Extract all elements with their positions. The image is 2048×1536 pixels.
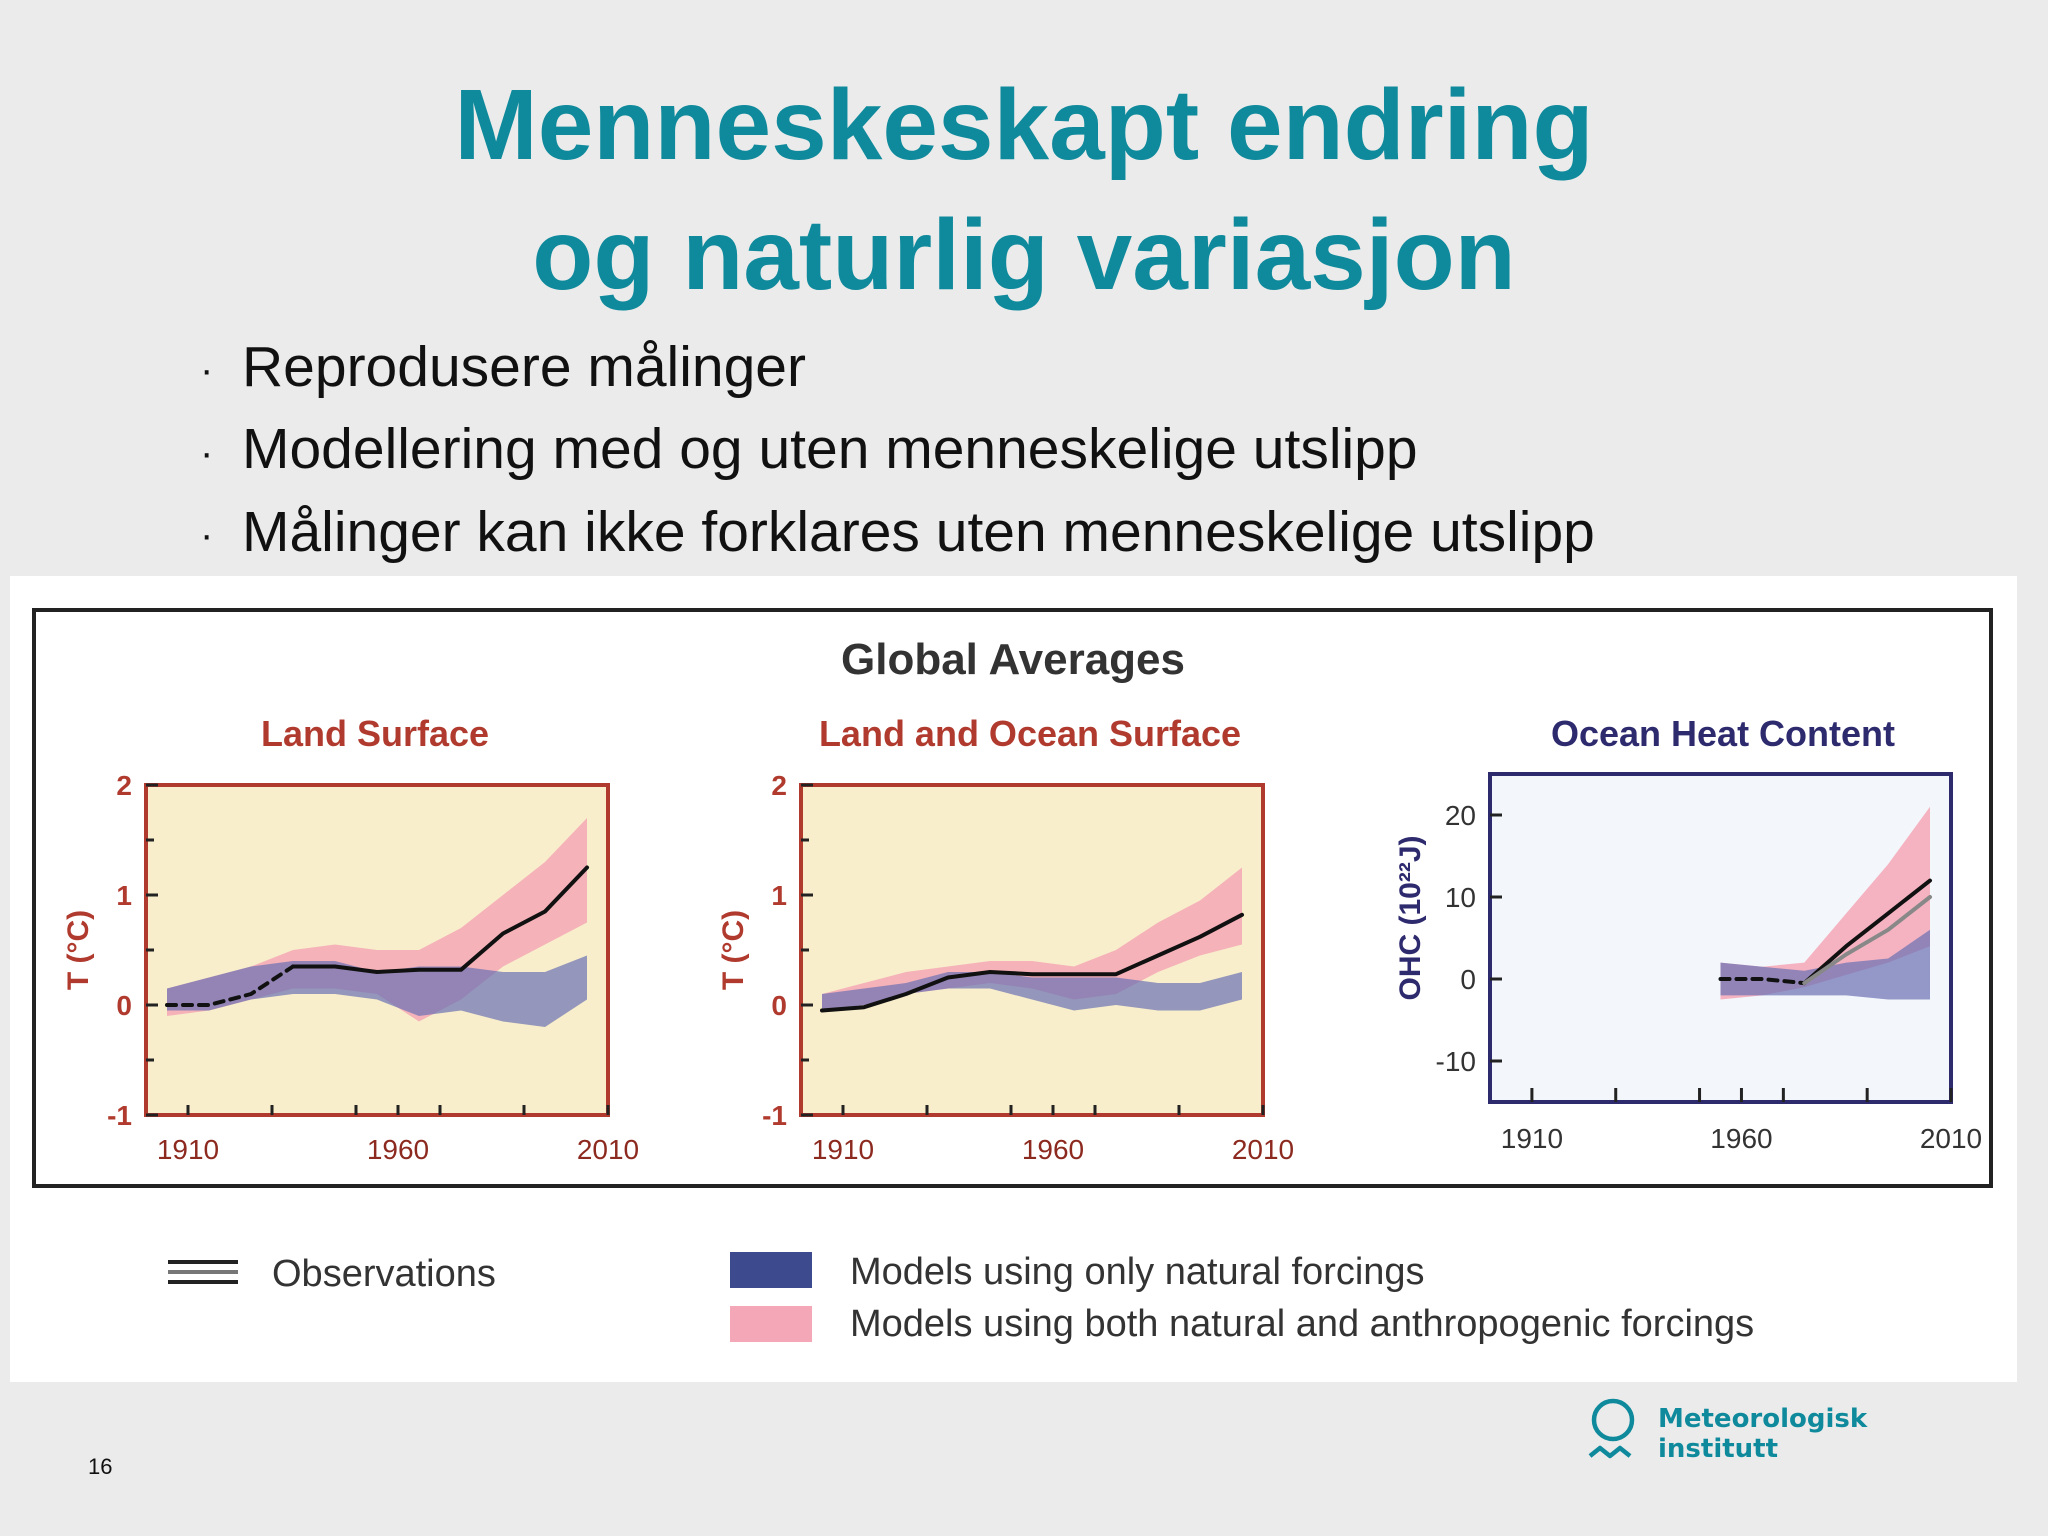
legend-label-observations: Observations: [272, 1253, 496, 1295]
panel-title: Land Surface: [261, 713, 489, 754]
observations-line: [1802, 895, 1932, 986]
panel-title: Land and Ocean Surface: [819, 713, 1241, 754]
x-tick-label: 2010: [577, 1134, 639, 1165]
y-tick-label: 20: [1445, 800, 1476, 831]
met-logo: Meteorologisk institutt: [1586, 1398, 1867, 1478]
x-tick-label: 1960: [1710, 1123, 1772, 1154]
observations-line: [820, 912, 1244, 1013]
natural-band: [1720, 929, 1930, 1000]
figure-title: Global Averages: [841, 635, 1185, 684]
observations-line: [165, 964, 295, 1007]
bullet-item: · Modellering med og uten menneskelige ut…: [200, 410, 1595, 492]
y-tick-label: 2: [771, 770, 787, 801]
figure-frame: [32, 608, 1993, 1188]
legend-label-anthropogenic: Models using both natural and anthropoge…: [850, 1303, 1754, 1345]
legend-label-natural: Models using only natural forcings: [850, 1251, 1425, 1293]
chart-panel-2: Land and Ocean Surface 1910 1960 2010 2 1 0 -1 T…: [717, 713, 1294, 1165]
panel-title: Ocean Heat Content: [1551, 713, 1895, 754]
observations-line: [1802, 878, 1932, 986]
natural-legend-swatch: [730, 1252, 812, 1288]
anthropogenic-legend-swatch: [730, 1306, 812, 1342]
y-tick-label: -1: [107, 1100, 132, 1131]
y-tick-label: 2: [116, 770, 132, 801]
natural-band: [167, 955, 587, 1027]
bullet-dot-icon: ·: [200, 430, 214, 475]
observations-line: [291, 865, 589, 974]
y-tick-label: 10: [1445, 882, 1476, 913]
slide-title-line-2: og naturlig variasjon: [532, 199, 1516, 311]
anthropogenic-band: [822, 867, 1242, 1011]
global-averages-figure: Global Averages Land Surface 1910 1960 2010 2…: [10, 576, 2017, 1382]
y-tick-label: 1: [116, 880, 132, 911]
plot-frame: [1488, 772, 1953, 1104]
y-tick-label: -10: [1436, 1046, 1476, 1077]
bullet-text: Modellering med og uten menneskelige uts…: [242, 417, 1418, 482]
page-number: 16: [88, 1454, 113, 1479]
slide-title-line-1: Menneskeskapt endring: [454, 69, 1594, 181]
bullet-item: · Reprodusere målinger: [200, 328, 1595, 410]
x-tick-label: 1910: [157, 1134, 219, 1165]
x-tick-label: 1960: [1022, 1134, 1084, 1165]
logo-line-1: Meteorologisk: [1658, 1404, 1868, 1434]
x-tick-label: 1910: [1501, 1123, 1563, 1154]
bullet-text: Målinger kan ikke forklares uten mennesk…: [242, 499, 1595, 564]
x-tick-label: 2010: [1232, 1134, 1294, 1165]
y-tick-label: 1: [771, 880, 787, 911]
slide-title: Menneskeskapt endring og naturlig varias…: [0, 60, 2048, 320]
y-axis-label: T (°C): [717, 910, 750, 990]
chart-legend: Observations Models using only natural fo…: [168, 1251, 1754, 1345]
bullet-item: · Målinger kan ikke forklares uten mennes…: [200, 493, 1595, 575]
y-tick-label: 0: [771, 990, 787, 1021]
y-axis-label: T (°C): [62, 910, 95, 990]
x-tick-label: 1910: [812, 1134, 874, 1165]
natural-band: [822, 972, 1242, 1011]
x-tick-label: 2010: [1920, 1123, 1982, 1154]
observations-line: [1718, 977, 1807, 986]
y-tick-label: -1: [762, 1100, 787, 1131]
y-tick-label: 0: [116, 990, 132, 1021]
y-tick-label: 0: [1460, 964, 1476, 995]
logo-text: Meteorologisk institutt: [1658, 1404, 1867, 1464]
bullet-list: · Reprodusere målinger · Modellering med o…: [200, 328, 1595, 575]
bullet-dot-icon: ·: [200, 348, 214, 393]
x-tick-label: 1960: [367, 1134, 429, 1165]
chart-panel-1: Land Surface 1910 1960 2010 2 1 0 -1 T (°C): [62, 713, 639, 1165]
bullet-text: Reprodusere målinger: [242, 335, 806, 399]
y-axis-label: OHC (10²²J): [1394, 835, 1427, 1000]
anthropogenic-band: [1720, 806, 1930, 1000]
bullet-dot-icon: ·: [200, 513, 214, 558]
logo-line-2: institutt: [1658, 1434, 1779, 1464]
met-logo-icon: [1588, 1398, 1635, 1459]
